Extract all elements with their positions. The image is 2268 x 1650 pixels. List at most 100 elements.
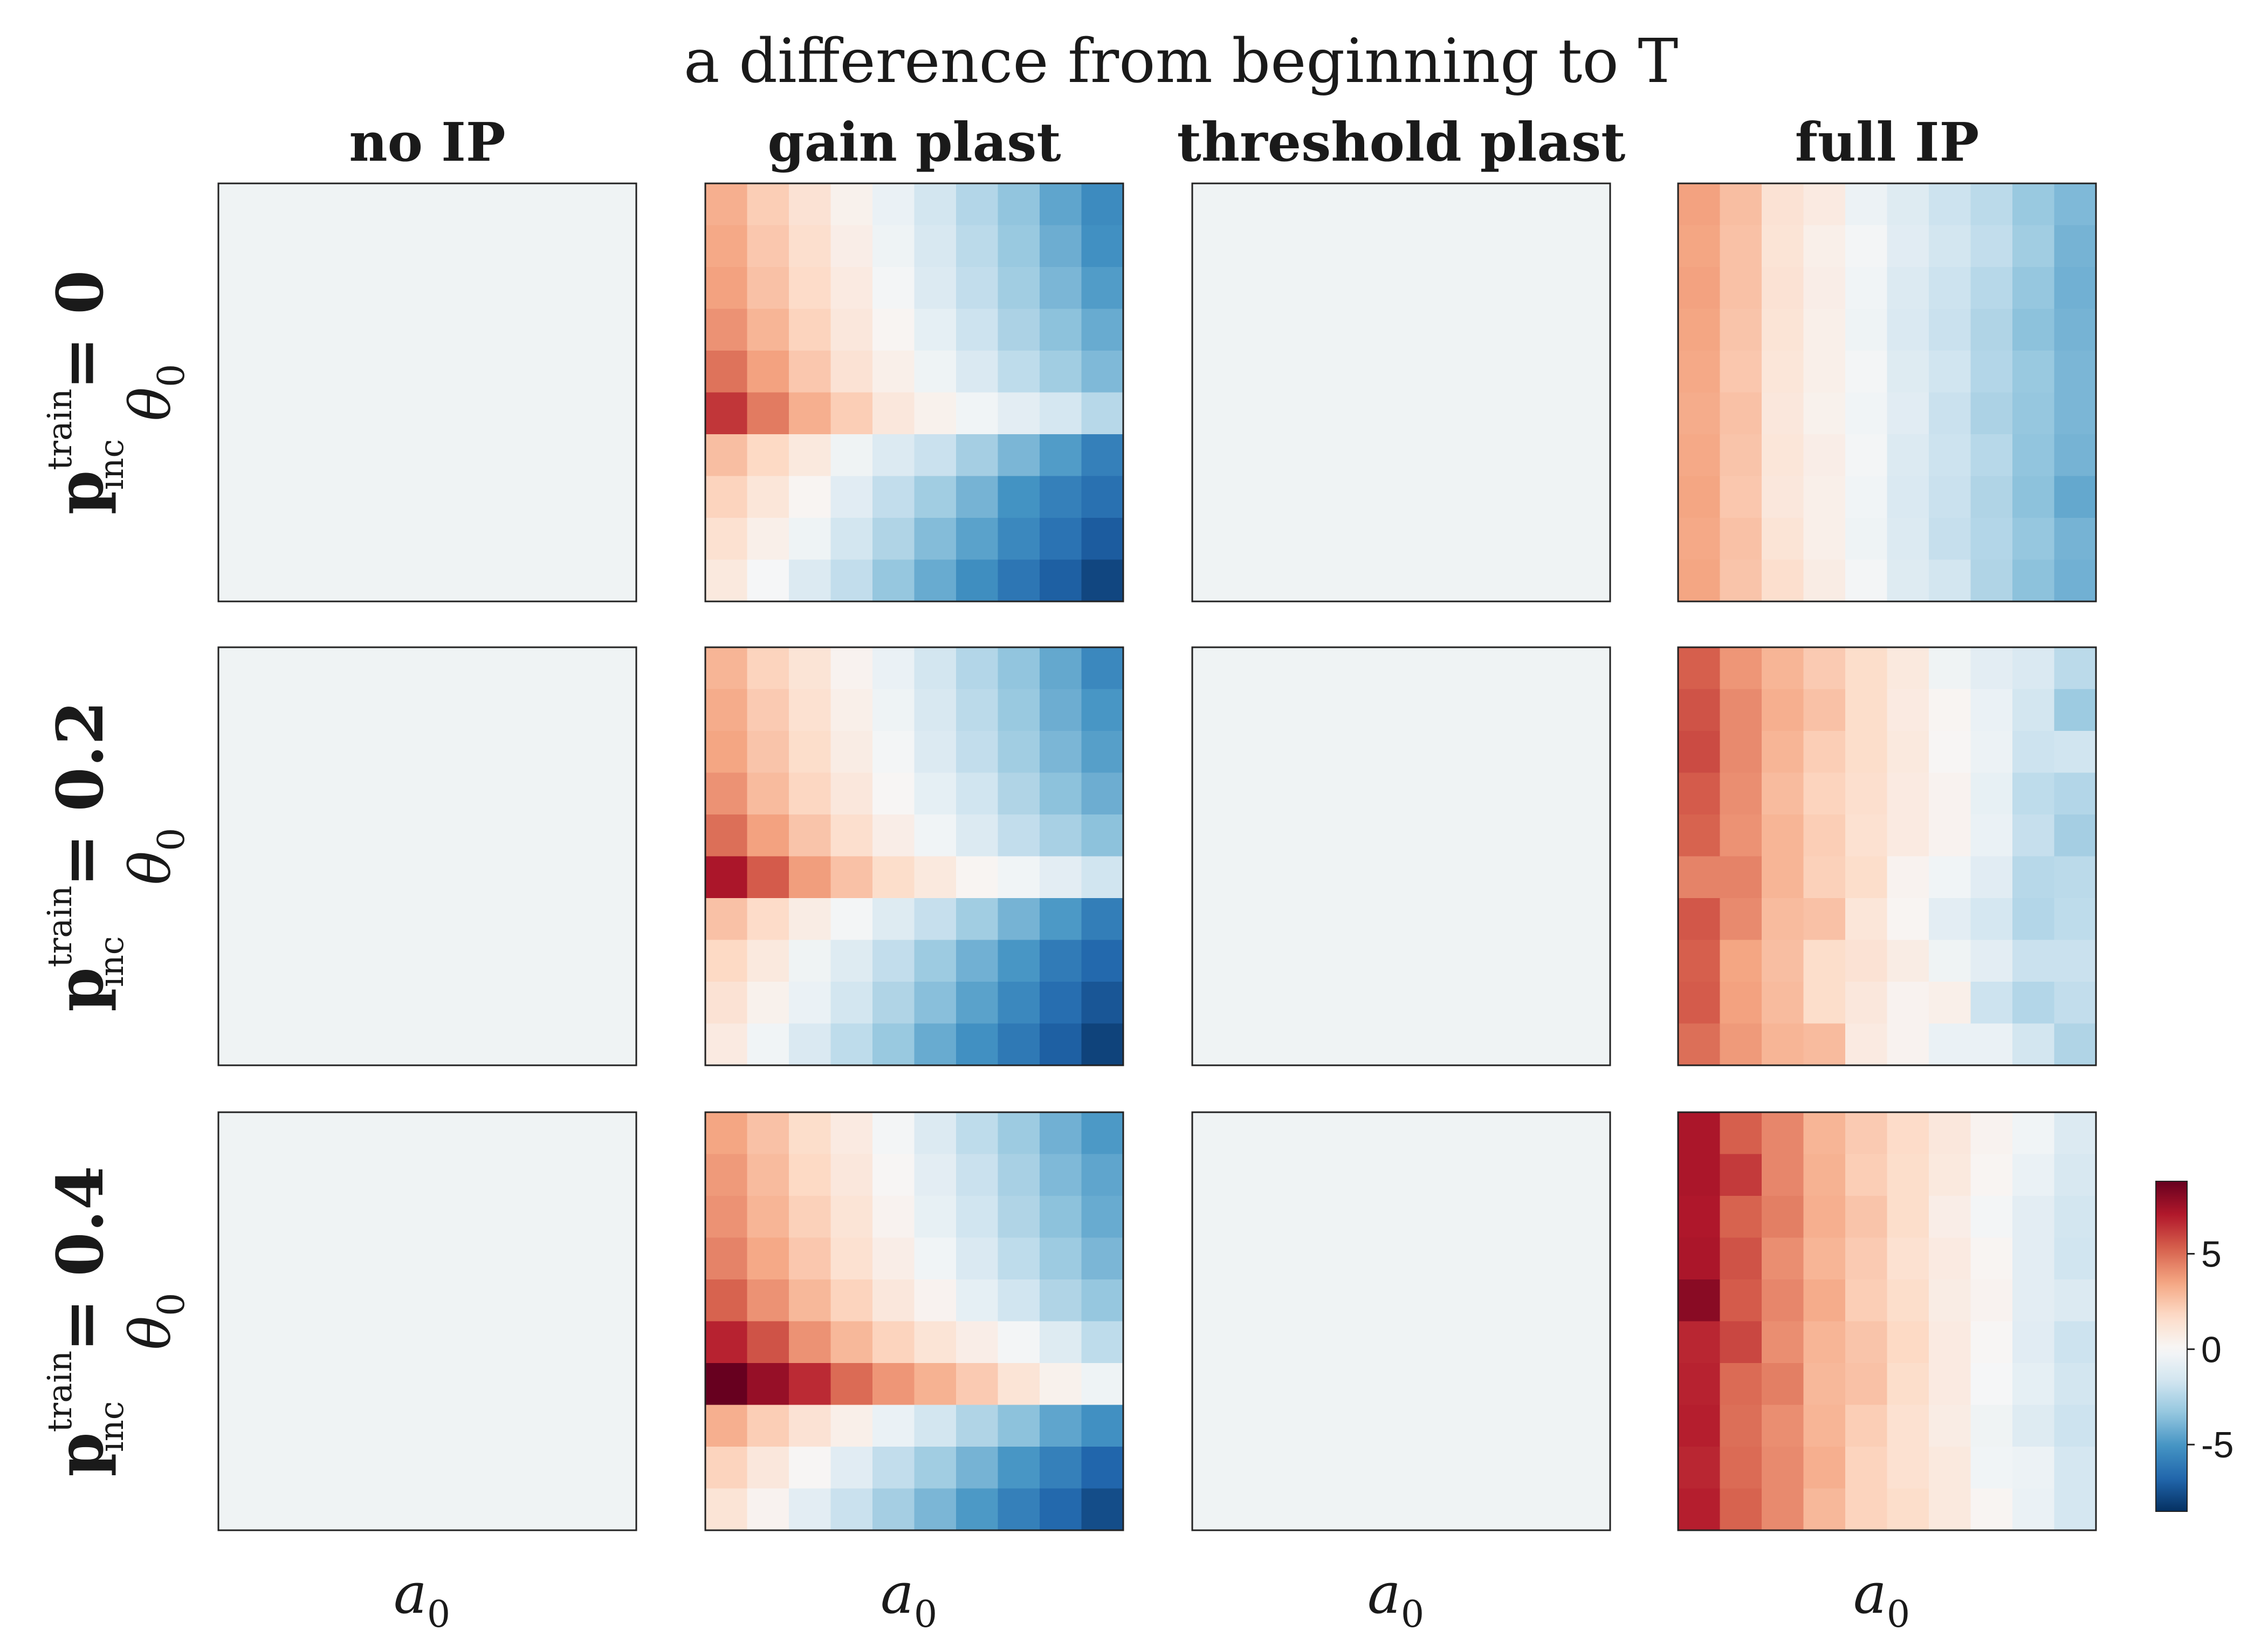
heatmap-cell bbox=[747, 940, 789, 982]
heatmap-cell bbox=[218, 1196, 261, 1238]
heatmap-cell bbox=[427, 1405, 470, 1447]
heatmap-cell bbox=[1845, 856, 1888, 899]
heatmap-cell bbox=[1929, 1237, 1971, 1280]
heatmap-cell bbox=[218, 267, 261, 310]
heatmap-cell bbox=[1887, 1237, 1929, 1280]
heatmap-cell bbox=[1401, 434, 1444, 477]
heatmap-cell bbox=[1929, 476, 1971, 518]
heatmap-cell bbox=[872, 1112, 915, 1155]
heatmap-cell bbox=[1484, 814, 1527, 857]
heatmap-cell bbox=[1568, 476, 1611, 518]
heatmap-cell bbox=[1887, 392, 1929, 435]
heatmap-cell bbox=[830, 814, 873, 857]
panel-frame bbox=[1677, 1111, 2097, 1531]
heatmap-cell bbox=[1081, 940, 1124, 982]
heatmap-cell bbox=[1401, 1405, 1444, 1447]
heatmap-cell bbox=[1359, 1405, 1402, 1447]
heatmap-cell bbox=[1803, 392, 1846, 435]
heatmap-cell bbox=[2012, 1154, 2055, 1196]
heatmap-cell bbox=[789, 183, 831, 226]
heatmap-cell bbox=[1359, 1154, 1402, 1196]
heatmap-cell bbox=[511, 1279, 553, 1322]
heatmap-cell bbox=[594, 647, 637, 690]
x-axis-label-3: a0 bbox=[1853, 1560, 1910, 1636]
heatmap-cell bbox=[998, 1363, 1040, 1406]
heatmap-cell bbox=[260, 309, 303, 351]
heatmap-cell bbox=[914, 647, 957, 690]
heatmap-cell bbox=[705, 814, 748, 857]
heatmap-cell bbox=[1678, 982, 1721, 1024]
heatmap-cell bbox=[872, 1488, 915, 1531]
heatmap-cell bbox=[998, 772, 1040, 815]
heatmap-cell bbox=[343, 772, 386, 815]
heatmap-cell bbox=[386, 898, 428, 941]
heatmap-cell bbox=[553, 647, 595, 690]
heatmap-cell bbox=[1443, 267, 1486, 310]
heatmap-cell bbox=[1929, 689, 1971, 731]
heatmap-cell bbox=[1887, 1112, 1929, 1155]
heatmap-cell bbox=[594, 689, 637, 731]
heatmap-cell bbox=[1970, 1447, 2013, 1489]
heatmap-cell bbox=[914, 225, 957, 268]
heatmap-cell bbox=[1845, 1447, 1888, 1489]
heatmap-cell bbox=[747, 647, 789, 690]
heatmap-cell bbox=[343, 1154, 386, 1196]
heatmap-cell bbox=[1359, 898, 1402, 941]
heatmap-cell bbox=[998, 1279, 1040, 1322]
heatmap-cell bbox=[1527, 814, 1569, 857]
heatmap-cell bbox=[1359, 309, 1402, 351]
heatmap-cell bbox=[1081, 518, 1124, 560]
heatmap-cell bbox=[1887, 1405, 1929, 1447]
heatmap-cell bbox=[1845, 1488, 1888, 1531]
heatmap-cell bbox=[1040, 1237, 1082, 1280]
heatmap-cell bbox=[1081, 856, 1124, 899]
heatmap-cell bbox=[2054, 1112, 2097, 1155]
heatmap-cell bbox=[914, 267, 957, 310]
heatmap-cell bbox=[1192, 940, 1235, 982]
heatmap-cell bbox=[260, 1023, 303, 1066]
heatmap-cell bbox=[1845, 267, 1888, 310]
heatmap-cell bbox=[1845, 731, 1888, 773]
heatmap-cell bbox=[1720, 559, 1762, 602]
heatmap-cell bbox=[1081, 772, 1124, 815]
heatmap-cell bbox=[1359, 1237, 1402, 1280]
heatmap-cell bbox=[830, 940, 873, 982]
heatmap-cell bbox=[218, 309, 261, 351]
heatmap-cell bbox=[1970, 689, 2013, 731]
heatmap-cell bbox=[1081, 1112, 1124, 1155]
heatmap-cell bbox=[1720, 476, 1762, 518]
heatmap-cell bbox=[705, 183, 748, 226]
heatmap-cell bbox=[1970, 1023, 2013, 1066]
heatmap-cell bbox=[343, 1488, 386, 1531]
heatmap-cell bbox=[1568, 183, 1611, 226]
heatmap-cell bbox=[956, 1237, 999, 1280]
heatmap-cell bbox=[1317, 856, 1360, 899]
heatmap-cell bbox=[1484, 689, 1527, 731]
heatmap-cell bbox=[1887, 518, 1929, 560]
heatmap-cell bbox=[1929, 982, 1971, 1024]
heatmap-cell bbox=[1040, 1154, 1082, 1196]
heatmap-cell bbox=[1762, 731, 1804, 773]
heatmap-cell bbox=[386, 814, 428, 857]
heatmap-cell bbox=[1359, 1112, 1402, 1155]
heatmap-cell bbox=[872, 772, 915, 815]
heatmap-cell bbox=[1401, 647, 1444, 690]
heatmap-cell bbox=[218, 1321, 261, 1364]
heatmap-cell bbox=[594, 731, 637, 773]
heatmap-cell bbox=[705, 1112, 748, 1155]
heatmap-cell bbox=[1484, 647, 1527, 690]
heatmap-cell bbox=[1803, 351, 1846, 393]
heatmap-panel-r1-c1 bbox=[704, 646, 1124, 1066]
heatmap-cell bbox=[956, 1279, 999, 1322]
heatmap-cell bbox=[2054, 1196, 2097, 1238]
heatmap-cell bbox=[1568, 518, 1611, 560]
heatmap-cell bbox=[1929, 1363, 1971, 1406]
heatmap-cell bbox=[872, 1363, 915, 1406]
heatmap-cell bbox=[302, 1405, 345, 1447]
heatmap-cell bbox=[1192, 476, 1235, 518]
heatmap-cell bbox=[427, 982, 470, 1024]
heatmap-cell bbox=[2054, 559, 2097, 602]
heatmap-cell bbox=[1276, 689, 1318, 731]
y-axis-label-1: θ0 bbox=[118, 828, 193, 885]
